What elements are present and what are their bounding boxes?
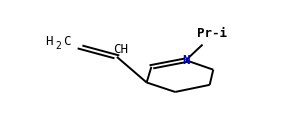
- Text: CH: CH: [113, 43, 128, 56]
- Text: C: C: [63, 35, 71, 48]
- Text: H: H: [45, 35, 53, 48]
- Text: N: N: [183, 54, 190, 67]
- Text: 2: 2: [56, 41, 61, 52]
- Text: Pr-i: Pr-i: [197, 27, 227, 40]
